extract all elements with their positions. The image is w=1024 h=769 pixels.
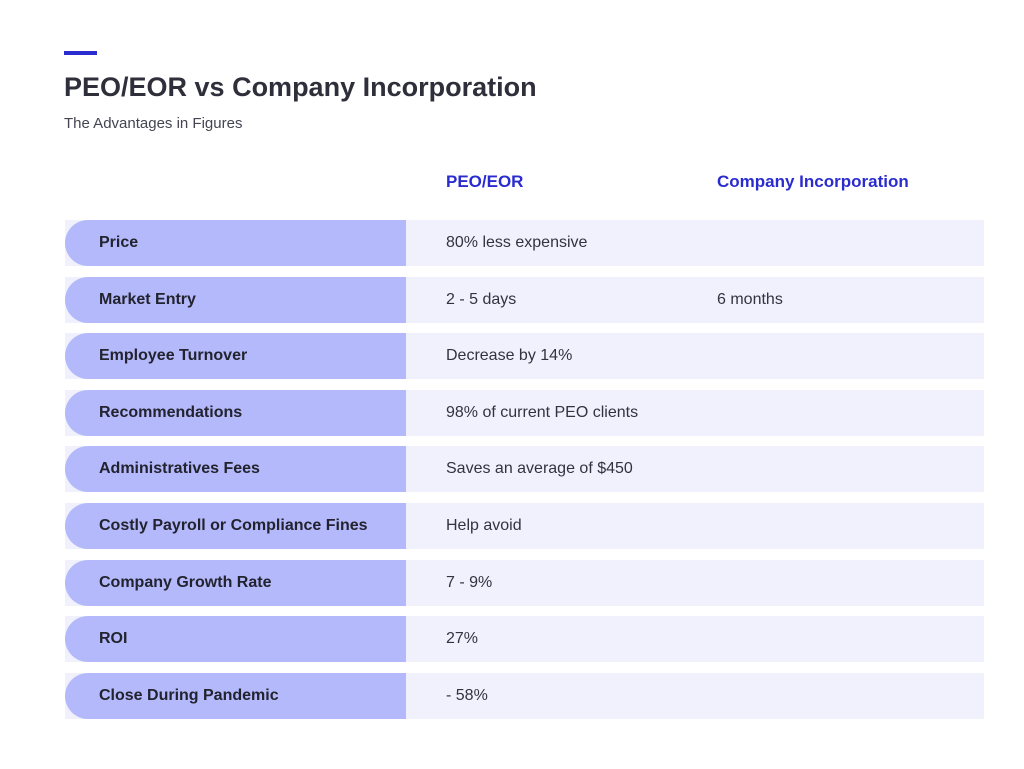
peo-value: 27%: [446, 630, 479, 648]
row-label: Close During Pandemic: [99, 686, 279, 704]
row-label-cell: Administratives Fees: [65, 446, 406, 493]
table-row: Recommendations 98% of current PEO clien…: [65, 389, 984, 436]
row-label: Administratives Fees: [99, 460, 260, 478]
row-label-cell: Price: [65, 220, 406, 266]
table-row: Company Growth Rate 7 - 9%: [65, 559, 984, 606]
table-row: ROI 27%: [65, 616, 984, 663]
row-label: Company Growth Rate: [99, 573, 272, 591]
peo-value: - 58%: [446, 686, 488, 704]
column-header-peo-eor: PEO/EOR: [446, 172, 524, 191]
table-row: Administratives Fees Saves an average of…: [65, 446, 984, 493]
peo-value: Help avoid: [446, 516, 522, 534]
peo-value: Saves an average of $450: [446, 460, 633, 478]
table-row: Market Entry 2 - 5 days 6 months: [65, 276, 984, 323]
peo-value: 98% of current PEO clients: [446, 403, 639, 421]
incorporation-value: 6 months: [717, 290, 783, 308]
row-label: Costly Payroll or Compliance Fines: [99, 516, 368, 534]
row-label-cell: Costly Payroll or Compliance Fines: [65, 502, 406, 549]
row-label: Price: [99, 234, 139, 251]
row-label-cell: Market Entry: [65, 276, 406, 323]
table-row: Price 80% less expensive: [65, 220, 984, 266]
title-accent-bar: [64, 51, 97, 55]
page-title: PEO/EOR vs Company Incorporation: [64, 72, 537, 102]
column-header-company-incorporation: Company Incorporation: [717, 172, 909, 191]
row-label: ROI: [99, 630, 128, 648]
row-label-cell: ROI: [65, 616, 406, 663]
table-row: Close During Pandemic - 58%: [65, 672, 984, 719]
row-label: Recommendations: [99, 403, 243, 421]
table-row: Costly Payroll or Compliance Fines Help …: [65, 502, 984, 549]
page-subtitle: The Advantages in Figures: [64, 115, 243, 132]
comparison-table: Price 80% less expensive Market Entry 2 …: [65, 220, 984, 729]
row-label: Market Entry: [99, 290, 196, 308]
table-row: Employee Turnover Decrease by 14%: [65, 333, 984, 380]
row-label-cell: Close During Pandemic: [65, 672, 406, 719]
row-label-cell: Company Growth Rate: [65, 559, 406, 606]
row-label: Employee Turnover: [99, 347, 248, 365]
row-label-cell: Recommendations: [65, 389, 406, 436]
row-label-cell: Employee Turnover: [65, 333, 406, 380]
peo-value: 7 - 9%: [446, 573, 493, 591]
peo-value: 2 - 5 days: [446, 290, 517, 308]
peo-value: Decrease by 14%: [446, 347, 573, 365]
peo-value: 80% less expensive: [446, 234, 588, 251]
